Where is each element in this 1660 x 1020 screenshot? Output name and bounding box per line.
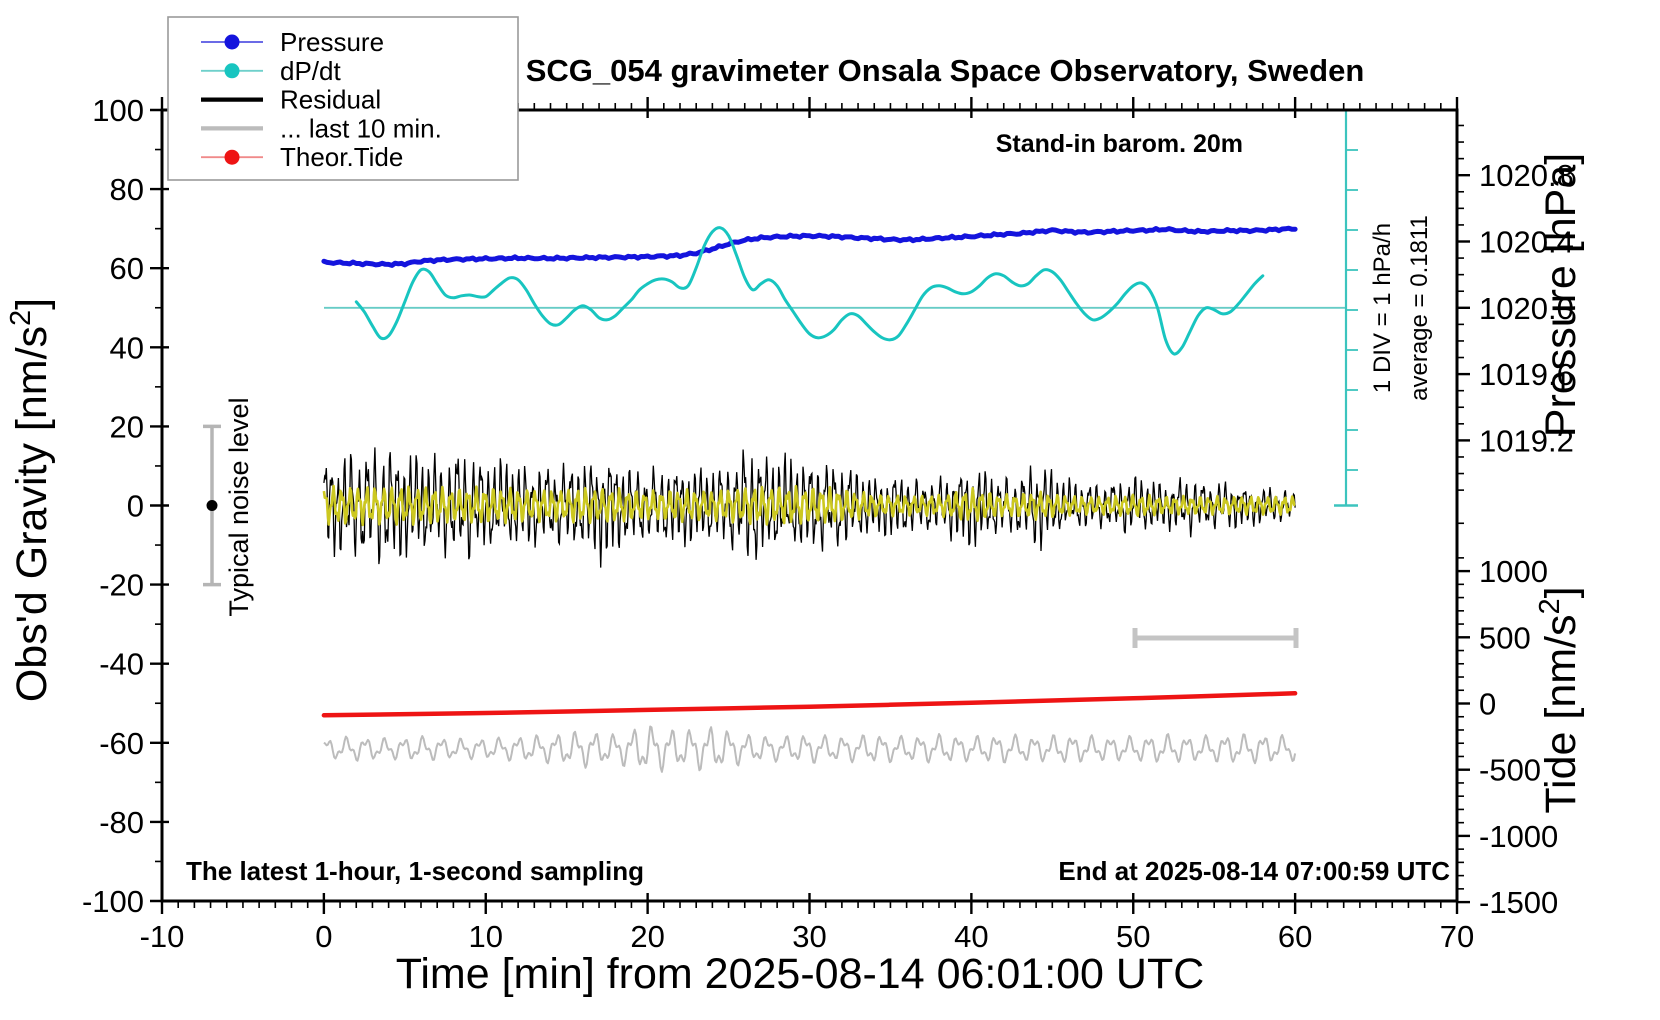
theor-tide-curve [321,691,1298,718]
gravity-tick-label: -80 [99,805,144,840]
tide-tick-label: -1000 [1479,819,1558,854]
tide-tick-label: -1500 [1479,885,1558,920]
legend-marker-dot [224,149,240,165]
gravity-axis-title: Obs'd Gravity [nm/s2] [5,298,56,702]
sampling-note: The latest 1-hour, 1-second sampling [186,856,644,886]
gravity-tick-label: 20 [110,409,144,444]
pressure-axis-title: Pressure [hPa] [1537,153,1585,437]
x-tick-label: 40 [954,919,988,954]
gravity-tick-label: 40 [110,330,144,365]
x-tick-label: 10 [469,919,503,954]
legend-label: ... last 10 min. [280,113,442,143]
residual-smoothed-curve [322,484,1296,527]
x-tick-label: 20 [630,919,664,954]
div-scale-label: 1 DIV = 1 hPa/h [1369,223,1396,393]
gravity-tick-label: -60 [99,726,144,761]
x-axis-title: Time [min] from 2025-08-14 06:01:00 UTC [396,950,1205,998]
gravity-axis-title-main: Obs'd Gravity [nm/s [8,326,56,702]
legend-marker-dot [224,63,240,79]
typical-noise-center-dot [206,500,218,511]
standin-barometer-note: Stand-in barom. 20m [996,130,1243,158]
curves-layer [321,108,1358,773]
gravity-axis-title-sup: 2 [5,310,37,326]
end-time-note: End at 2025-08-14 07:00:59 UTC [1058,856,1450,886]
legend-label: dP/dt [280,56,341,86]
tide-tick-label: 500 [1479,620,1531,655]
x-tick-label: -10 [140,919,185,954]
x-tick-label: 70 [1440,919,1474,954]
gravity-tick-label: -20 [99,568,144,603]
last-10-min-curve [323,725,1297,773]
typical-noise-level-label: Typical noise level [224,397,254,616]
pressure-curve [321,225,1298,268]
legend-label: Pressure [280,27,384,57]
x-tick-label: 30 [792,919,826,954]
x-tick-label: 50 [1116,919,1150,954]
gravity-tick-label: -40 [99,647,144,682]
gravity-axis-title-bracket: ] [8,298,56,310]
legend-marker-dot [224,34,240,50]
pressure-tick-label: 1020.4 [1479,225,1574,260]
gravity-tick-label: -100 [82,884,144,919]
tide-tick-label: -500 [1479,753,1541,788]
pressure-tick-label: 1020.0 [1479,291,1574,326]
gravity-tick-label: 0 [127,489,144,524]
pressure-tick-label: 1020.8 [1479,158,1574,193]
legend-label: Residual [280,85,381,115]
scale-markers-layer [203,424,1299,648]
axes-frame-layer: -10 0 10 20 30 40 50 60 70100806040200-20-40-60-… [82,93,1574,954]
pressure-tick-label: 1019.2 [1479,423,1574,458]
tide-axis-title-main: Tide [nm/s [1537,614,1585,813]
x-tick-label: 60 [1278,919,1312,954]
tide-axis-title-bracket: ] [1537,586,1585,598]
tide-axis-title-sup: 2 [1534,598,1566,614]
gravity-tick-label: 100 [92,93,144,128]
average-dpdt-label: average = 0.1811 [1406,215,1433,401]
tide-tick-label: 0 [1479,687,1496,722]
chart-title: SCG_054 gravimeter Onsala Space Observat… [526,53,1365,88]
legend-label: Theor.Tide [280,142,403,172]
pressure-tick-label: 1019.6 [1479,357,1574,392]
dpdt-curve [354,226,1265,356]
tide-axis-title: Tide [nm/s2] [1534,586,1585,813]
tide-tick-label: 1000 [1479,554,1548,589]
x-tick-label: 0 [315,919,332,954]
gravity-tick-label: 60 [110,251,144,286]
gravity-tick-label: 80 [110,172,144,207]
